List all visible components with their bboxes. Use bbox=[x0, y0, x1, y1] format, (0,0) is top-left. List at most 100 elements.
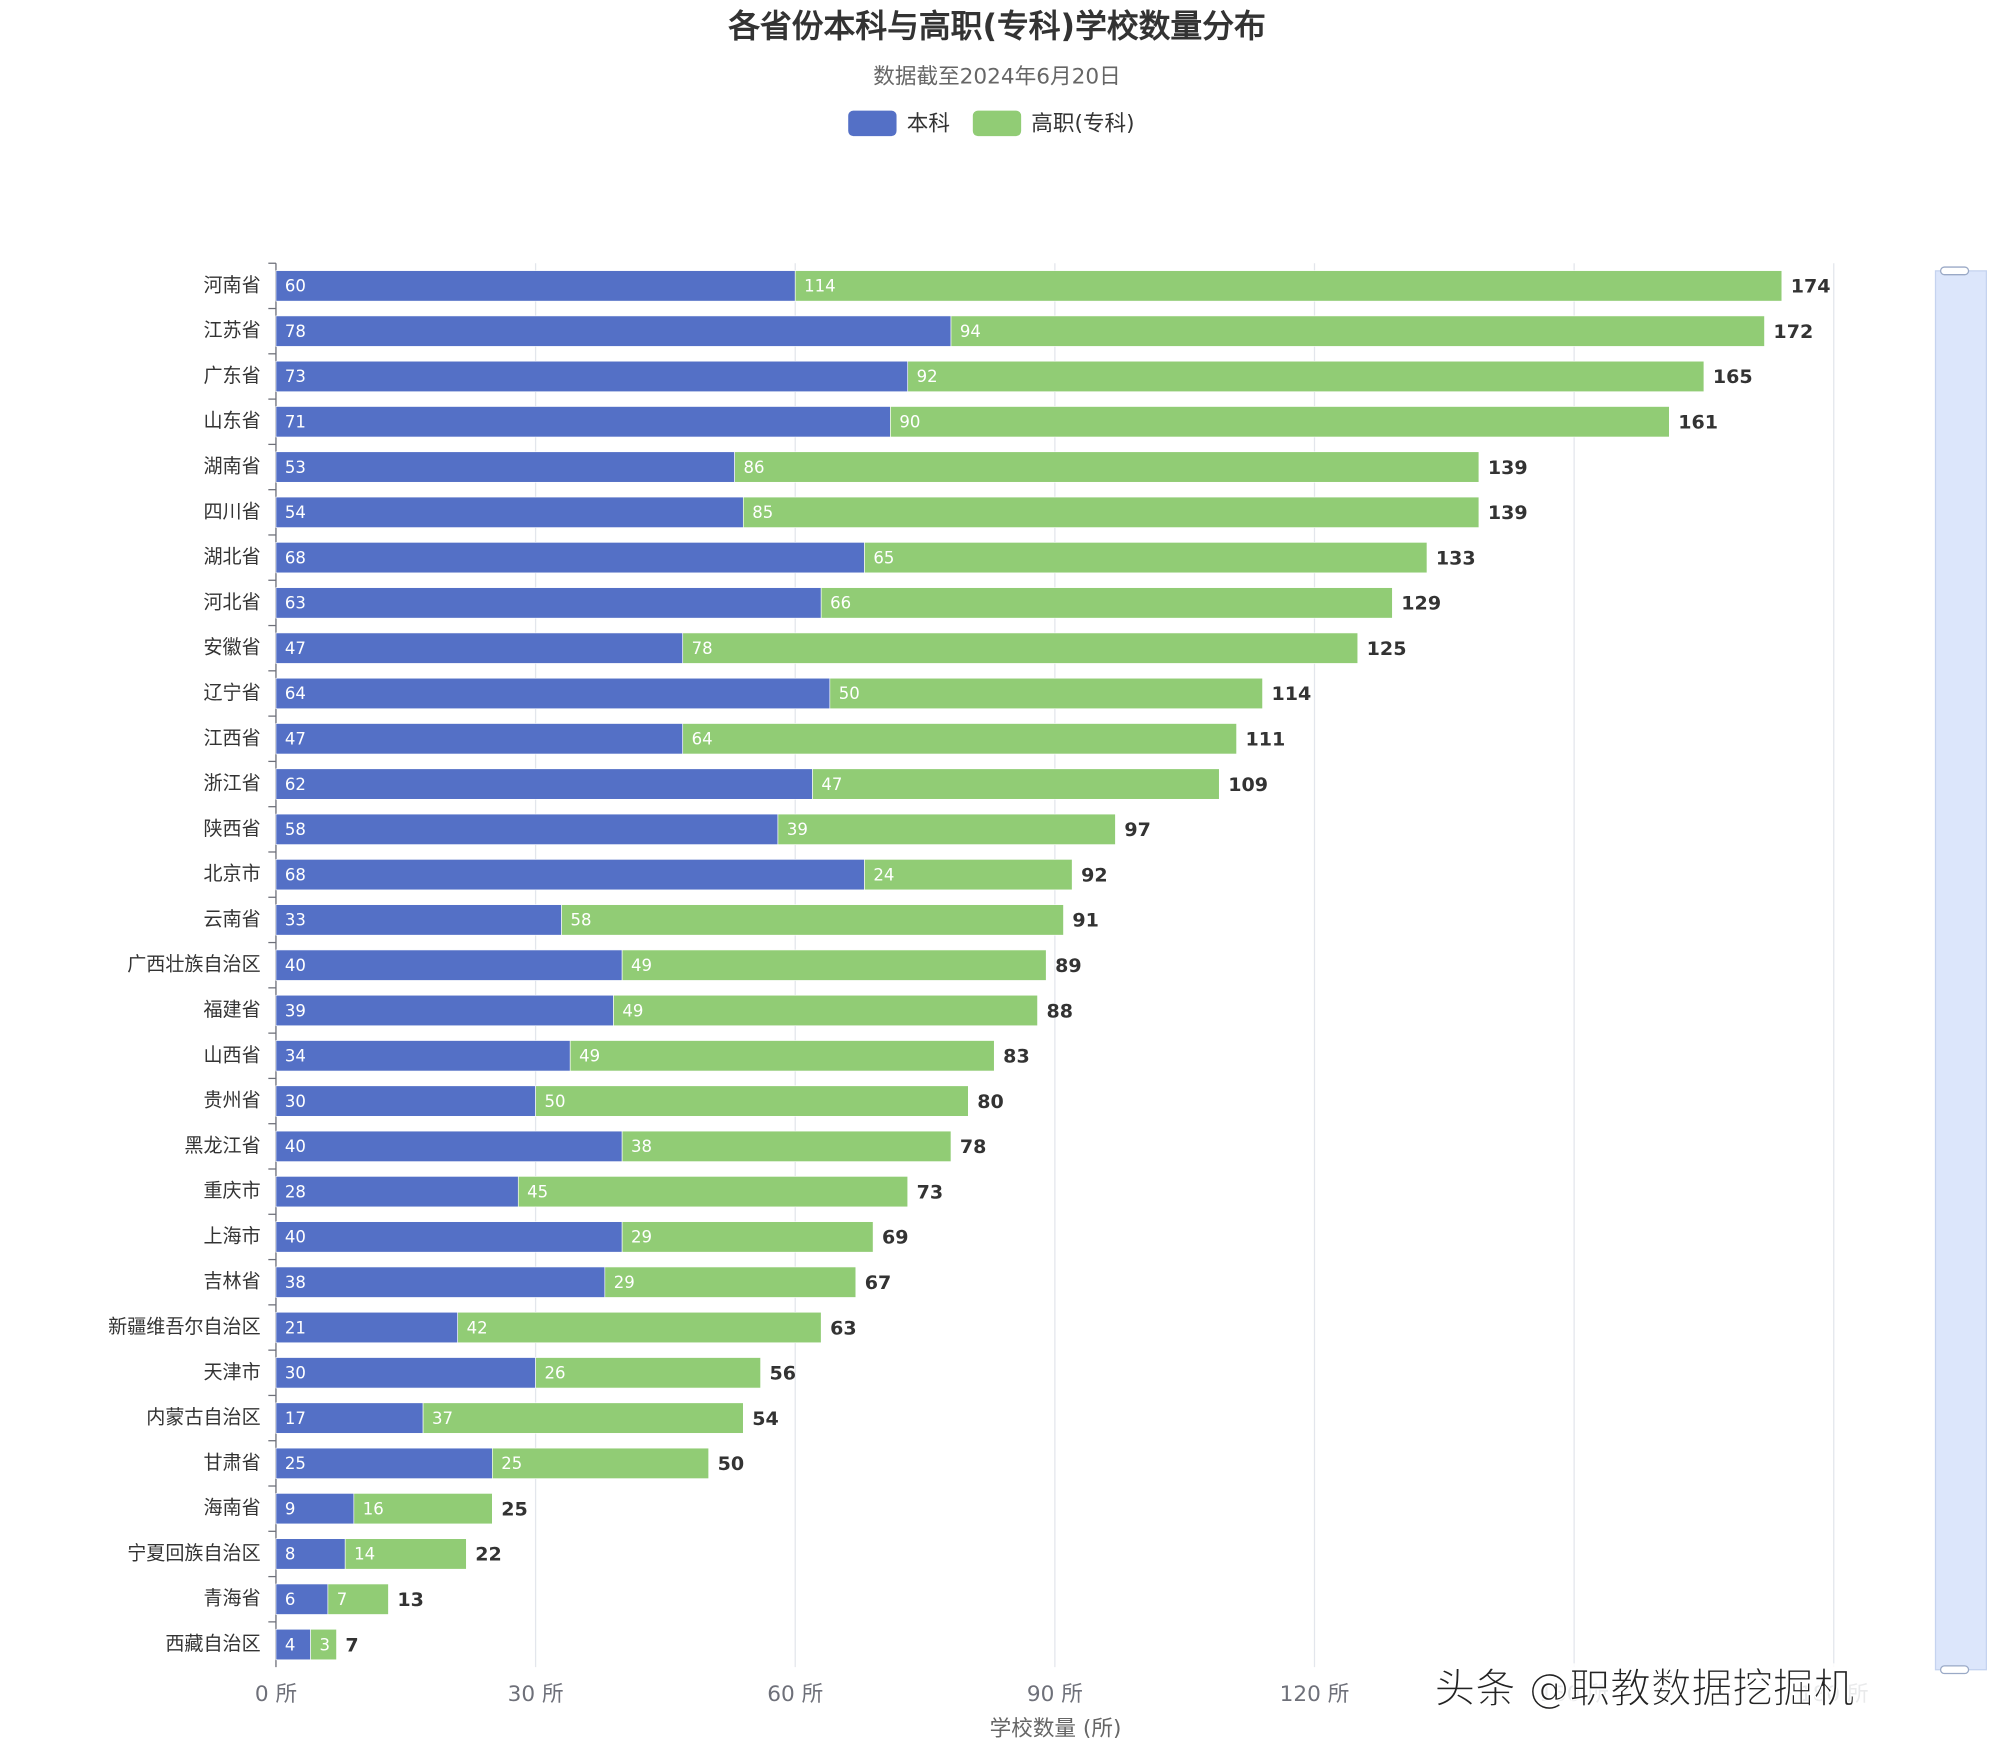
x-tick-label: 120 所 bbox=[1280, 1682, 1350, 1707]
bar-segment bbox=[275, 1357, 536, 1389]
total-label: 129 bbox=[1401, 593, 1441, 615]
y-tick-label: 江苏省 bbox=[203, 320, 260, 342]
y-tick-label: 青海省 bbox=[203, 1588, 260, 1610]
total-label: 80 bbox=[977, 1091, 1004, 1113]
y-tick-label: 内蒙古自治区 bbox=[146, 1407, 260, 1429]
y-tick-label: 北京市 bbox=[203, 863, 260, 885]
total-label: 69 bbox=[882, 1227, 909, 1249]
y-tick-label: 西藏自治区 bbox=[165, 1633, 260, 1655]
total-label: 89 bbox=[1055, 955, 1082, 977]
bar-value-label: 71 bbox=[285, 413, 306, 432]
bar-segment bbox=[275, 1447, 493, 1479]
y-tick-label: 陕西省 bbox=[203, 818, 260, 840]
bar-segment bbox=[275, 1628, 311, 1661]
total-label: 13 bbox=[397, 1589, 424, 1611]
total-label: 139 bbox=[1488, 502, 1528, 524]
y-tick-label: 山西省 bbox=[203, 1044, 260, 1066]
total-label: 174 bbox=[1791, 276, 1831, 298]
total-label: 7 bbox=[345, 1634, 358, 1656]
total-label: 125 bbox=[1367, 638, 1407, 660]
bar-value-label: 8 bbox=[285, 1545, 296, 1564]
y-tick-label: 云南省 bbox=[203, 908, 260, 930]
total-label: 56 bbox=[770, 1363, 797, 1385]
bar-segment bbox=[275, 270, 796, 302]
bar-value-label: 4 bbox=[285, 1635, 296, 1654]
bar-value-label: 78 bbox=[692, 639, 713, 658]
bar-value-label: 68 bbox=[285, 865, 306, 884]
bar-segment bbox=[950, 315, 1765, 347]
bar-segment bbox=[344, 1538, 467, 1570]
bar-value-label: 40 bbox=[285, 1228, 306, 1247]
bar-segment bbox=[275, 406, 891, 438]
y-tick-label: 宁夏回族自治区 bbox=[127, 1542, 260, 1564]
y-tick-label: 甘肃省 bbox=[203, 1452, 260, 1474]
bar-segment bbox=[275, 360, 909, 393]
bar-value-label: 66 bbox=[830, 594, 851, 613]
y-tick-label: 湖北省 bbox=[203, 546, 260, 568]
legend-item: 本科 bbox=[848, 110, 950, 137]
bar-value-label: 65 bbox=[873, 548, 894, 567]
x-axis-title: 学校数量 (所) bbox=[990, 1716, 1122, 1741]
bar-value-label: 49 bbox=[631, 956, 652, 975]
bar-value-label: 47 bbox=[821, 775, 842, 794]
legend-label: 本科 bbox=[907, 112, 950, 137]
bar-segment bbox=[275, 904, 562, 936]
bar-value-label: 50 bbox=[839, 684, 860, 703]
bar-value-label: 64 bbox=[692, 730, 713, 749]
legend-swatch bbox=[848, 110, 897, 137]
zoom-handle[interactable] bbox=[1939, 266, 1970, 276]
bar-segment bbox=[812, 768, 1220, 800]
chart-title: 各省份本科与高职(专科)学校数量分布 bbox=[728, 8, 1266, 45]
bar-value-label: 30 bbox=[285, 1364, 306, 1383]
y-tick-label: 海南省 bbox=[203, 1497, 260, 1519]
bar-segment bbox=[275, 1311, 459, 1344]
y-tick-label: 重庆市 bbox=[203, 1180, 260, 1202]
bar-value-label: 30 bbox=[285, 1092, 306, 1111]
bar-segment bbox=[275, 677, 831, 710]
bar-value-label: 17 bbox=[285, 1409, 306, 1428]
bar-value-label: 47 bbox=[285, 730, 306, 749]
bar-segment bbox=[275, 1176, 519, 1208]
bar-value-label: 38 bbox=[285, 1273, 306, 1292]
bar-segment bbox=[275, 1040, 571, 1072]
bar-value-label: 25 bbox=[285, 1454, 306, 1473]
bar-value-label: 29 bbox=[614, 1273, 635, 1292]
y-tick-label: 湖南省 bbox=[203, 456, 260, 478]
legend-item: 高职(专科) bbox=[972, 110, 1135, 137]
bar-segment bbox=[777, 813, 1116, 845]
zoom-handle[interactable] bbox=[1939, 1665, 1970, 1675]
bar-value-label: 26 bbox=[544, 1364, 565, 1383]
bar-value-label: 62 bbox=[285, 775, 306, 794]
bar-segment bbox=[275, 1266, 606, 1298]
x-tick-label: 90 所 bbox=[1027, 1682, 1083, 1707]
y-tick-label: 四川省 bbox=[203, 501, 260, 523]
bar-segment bbox=[864, 859, 1073, 891]
total-label: 91 bbox=[1072, 910, 1099, 932]
bar-segment bbox=[742, 496, 1480, 528]
total-label: 50 bbox=[718, 1453, 745, 1475]
bar-value-label: 39 bbox=[787, 820, 808, 839]
total-label: 139 bbox=[1488, 457, 1528, 479]
bar-value-label: 92 bbox=[917, 367, 938, 386]
bar-segment bbox=[604, 1266, 857, 1298]
total-label: 111 bbox=[1246, 729, 1286, 751]
y-tick-label: 新疆维吾尔自治区 bbox=[108, 1316, 261, 1338]
y-tick-label: 浙江省 bbox=[203, 773, 260, 795]
bar-segment bbox=[310, 1628, 337, 1661]
bar-segment bbox=[327, 1583, 389, 1615]
total-label: 161 bbox=[1678, 412, 1718, 434]
x-tick-label: 60 所 bbox=[767, 1682, 823, 1707]
bar-value-label: 6 bbox=[285, 1590, 296, 1609]
bar-value-label: 38 bbox=[631, 1137, 652, 1156]
bar-value-label: 73 bbox=[285, 367, 306, 386]
bar-segment bbox=[275, 949, 623, 981]
bar-segment bbox=[820, 587, 1393, 619]
bar-segment bbox=[275, 1130, 623, 1162]
x-tick-label: 30 所 bbox=[508, 1682, 564, 1707]
bar-value-label: 68 bbox=[285, 548, 306, 567]
zoom-track[interactable] bbox=[1934, 270, 1987, 1671]
bar-segment bbox=[907, 360, 1705, 393]
y-tick-label: 上海市 bbox=[203, 1225, 260, 1247]
bar-segment bbox=[492, 1447, 710, 1479]
data-zoom[interactable] bbox=[1934, 266, 1987, 1675]
